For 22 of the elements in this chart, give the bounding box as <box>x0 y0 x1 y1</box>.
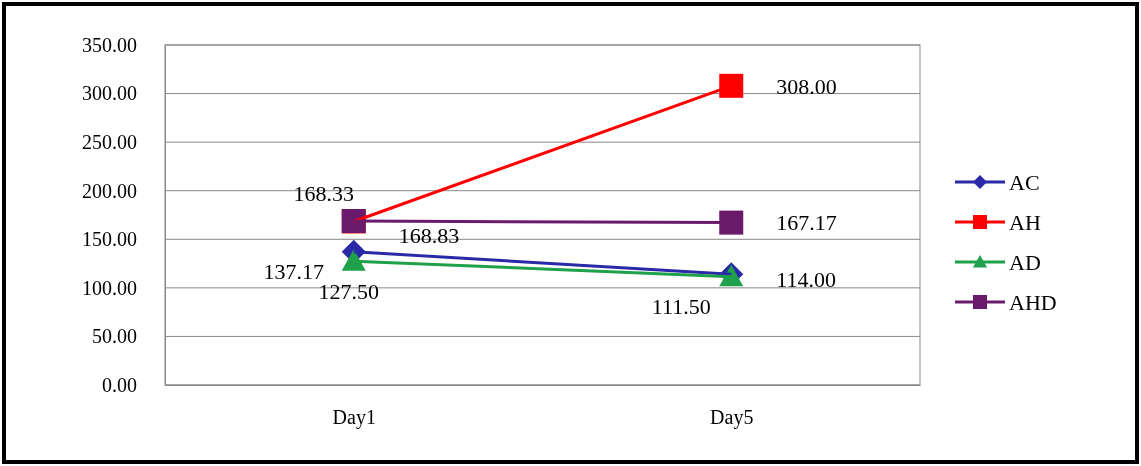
x-tick-label: Day5 <box>710 406 754 430</box>
y-tick-label: 200.00 <box>82 179 137 202</box>
data-label: 168.83 <box>398 222 460 248</box>
y-tick-label: 100.00 <box>82 276 137 299</box>
y-tick-label: 50.00 <box>92 325 137 348</box>
data-label: 167.17 <box>776 210 837 236</box>
x-tick-label: Day1 <box>332 406 376 430</box>
y-tick-label: 350.00 <box>82 33 137 56</box>
legend-label: AHD <box>1009 289 1057 315</box>
y-tick-label: 300.00 <box>82 82 137 105</box>
point <box>719 73 744 98</box>
y-tick-label: 250.00 <box>82 131 137 154</box>
point <box>719 210 744 235</box>
y-tick-label: 150.00 <box>82 228 137 251</box>
legend-label: AH <box>1009 209 1041 235</box>
legend-label: AC <box>1009 169 1040 195</box>
legend-label: AD <box>1009 249 1041 275</box>
data-label: 114.00 <box>776 266 836 292</box>
data-label: 168.33 <box>293 181 354 207</box>
data-label: 308.00 <box>776 73 837 99</box>
data-label: 111.50 <box>651 294 711 320</box>
y-tick-label: 0.00 <box>102 373 137 396</box>
